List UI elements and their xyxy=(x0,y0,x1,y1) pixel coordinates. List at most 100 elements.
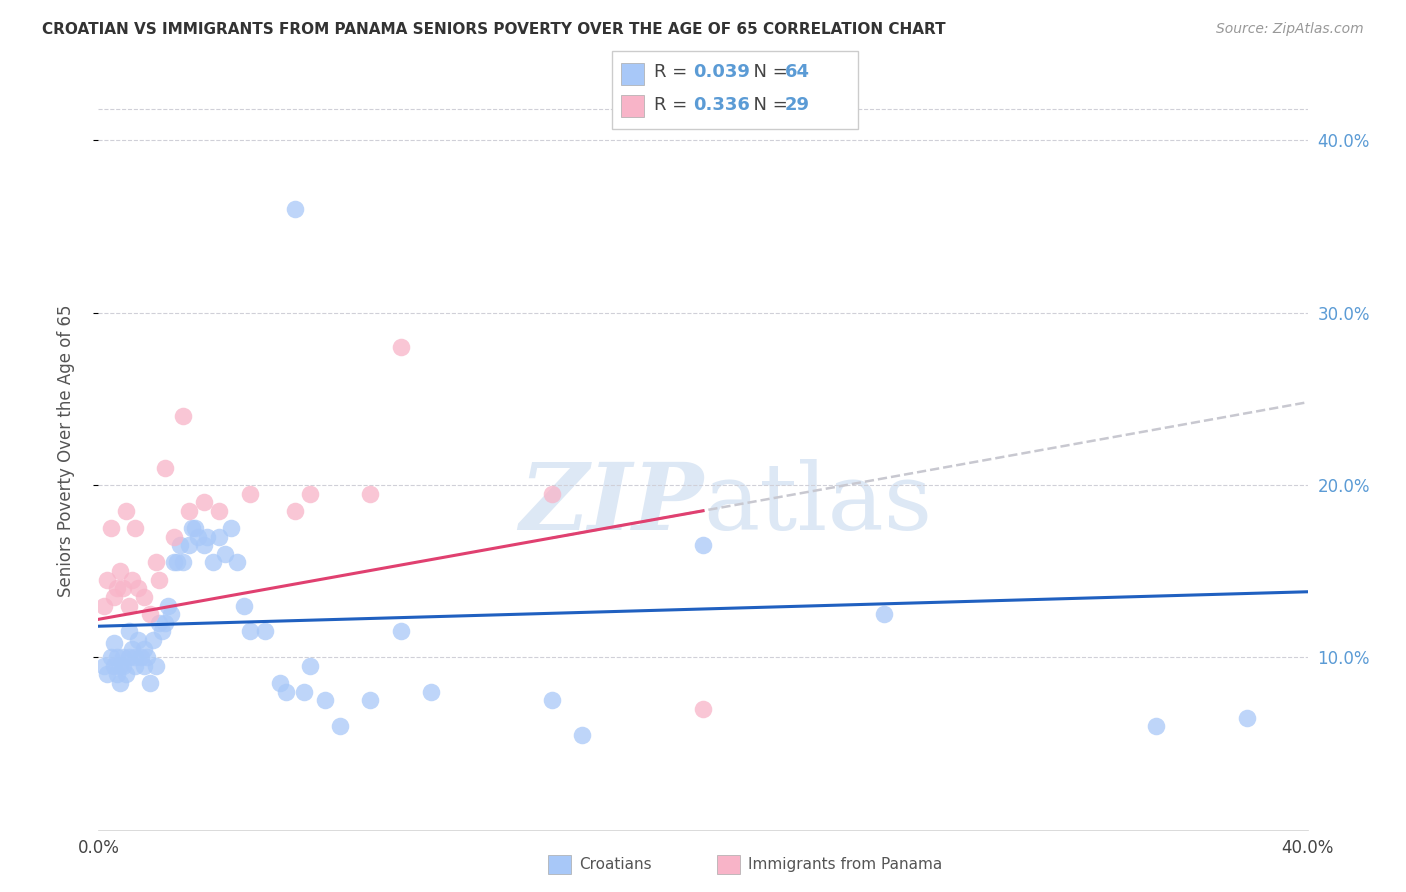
Point xyxy=(153,615,176,630)
Point xyxy=(239,624,262,639)
Point xyxy=(208,504,231,518)
Point xyxy=(179,504,201,518)
Text: 64: 64 xyxy=(785,63,810,81)
Point xyxy=(96,573,118,587)
Text: N =: N = xyxy=(742,63,794,81)
Point xyxy=(142,633,165,648)
Point xyxy=(253,624,276,639)
Point xyxy=(93,599,115,613)
Point xyxy=(127,582,149,596)
Point xyxy=(148,615,170,630)
Point xyxy=(420,684,443,698)
Point xyxy=(360,486,382,500)
Point xyxy=(105,667,128,681)
Point xyxy=(103,636,125,650)
Point xyxy=(105,582,128,596)
Point xyxy=(121,573,143,587)
Point xyxy=(329,719,352,733)
Point xyxy=(1144,719,1167,733)
Point xyxy=(202,556,225,570)
Text: Croatians: Croatians xyxy=(579,857,652,871)
Text: 29: 29 xyxy=(785,96,810,114)
Point xyxy=(145,658,167,673)
Point xyxy=(124,658,146,673)
Text: R =: R = xyxy=(654,63,693,81)
Text: R =: R = xyxy=(654,96,693,114)
Point xyxy=(692,538,714,552)
Point xyxy=(114,667,136,681)
Point xyxy=(193,495,215,509)
Point xyxy=(108,676,131,690)
Point xyxy=(232,599,254,613)
Point xyxy=(118,650,141,665)
Point xyxy=(1236,710,1258,724)
Text: Immigrants from Panama: Immigrants from Panama xyxy=(748,857,942,871)
Point xyxy=(193,538,215,552)
Point xyxy=(145,556,167,570)
Point xyxy=(274,684,297,698)
Point xyxy=(153,460,176,475)
Point xyxy=(108,658,131,673)
Point xyxy=(103,590,125,604)
Point xyxy=(389,340,412,354)
Point xyxy=(127,633,149,648)
Text: CROATIAN VS IMMIGRANTS FROM PANAMA SENIORS POVERTY OVER THE AGE OF 65 CORRELATIO: CROATIAN VS IMMIGRANTS FROM PANAMA SENIO… xyxy=(42,22,946,37)
Point xyxy=(100,521,122,535)
Point xyxy=(226,556,249,570)
Point xyxy=(239,486,262,500)
Point xyxy=(184,521,207,535)
Point xyxy=(692,702,714,716)
Point xyxy=(571,728,593,742)
Point xyxy=(187,530,209,544)
Point xyxy=(124,650,146,665)
Point xyxy=(111,650,134,665)
Point xyxy=(105,650,128,665)
Point xyxy=(163,556,186,570)
Text: atlas: atlas xyxy=(703,458,932,549)
Point xyxy=(118,624,141,639)
Point xyxy=(195,530,218,544)
Point xyxy=(132,590,155,604)
Point xyxy=(160,607,183,622)
Text: ZIP: ZIP xyxy=(519,458,703,549)
Point xyxy=(172,409,194,423)
Point xyxy=(114,504,136,518)
Point xyxy=(360,693,382,707)
Point xyxy=(124,521,146,535)
Point xyxy=(221,521,243,535)
Point xyxy=(292,684,315,698)
Point xyxy=(135,650,157,665)
Point xyxy=(284,202,307,217)
Point xyxy=(108,564,131,578)
Point xyxy=(540,693,562,707)
Point xyxy=(179,538,201,552)
Text: Source: ZipAtlas.com: Source: ZipAtlas.com xyxy=(1216,22,1364,37)
Point xyxy=(132,641,155,656)
Point xyxy=(169,538,191,552)
Point xyxy=(284,504,307,518)
Point xyxy=(139,676,162,690)
Point xyxy=(156,599,179,613)
Point xyxy=(389,624,412,639)
Point xyxy=(314,693,336,707)
Point xyxy=(208,530,231,544)
Point xyxy=(103,658,125,673)
Point xyxy=(139,607,162,622)
Text: 0.336: 0.336 xyxy=(693,96,749,114)
Point xyxy=(299,486,322,500)
Point xyxy=(269,676,291,690)
Point xyxy=(121,641,143,656)
Text: 0.039: 0.039 xyxy=(693,63,749,81)
Point xyxy=(93,658,115,673)
Point xyxy=(299,658,322,673)
Point xyxy=(132,658,155,673)
Point xyxy=(214,547,236,561)
Point xyxy=(129,650,152,665)
Point xyxy=(873,607,896,622)
Y-axis label: Seniors Poverty Over the Age of 65: Seniors Poverty Over the Age of 65 xyxy=(56,304,75,597)
Point xyxy=(96,667,118,681)
Point xyxy=(181,521,204,535)
Point xyxy=(111,582,134,596)
Point xyxy=(148,573,170,587)
Point xyxy=(163,530,186,544)
